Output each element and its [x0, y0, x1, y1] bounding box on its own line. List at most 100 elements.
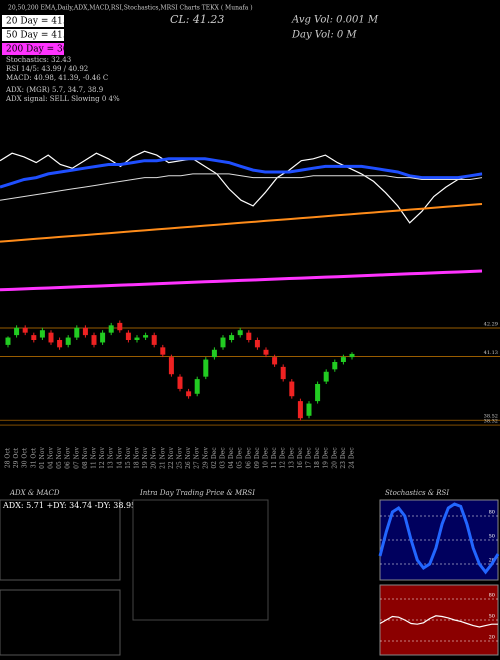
candle-body — [5, 337, 11, 345]
x-tick-label: 27 Nov — [194, 446, 201, 468]
candle-body — [349, 353, 355, 358]
candle-body — [306, 403, 312, 416]
legend-swatch — [2, 15, 64, 27]
x-tick-label: 09 Dec — [254, 447, 261, 469]
candle-body — [143, 335, 149, 338]
series-line — [0, 203, 483, 243]
legend-swatch — [2, 29, 64, 41]
candle-body — [246, 332, 252, 340]
y-tick-label: 38.32 — [484, 419, 498, 425]
series-line — [379, 615, 498, 628]
candle-body — [340, 357, 346, 362]
panel-background — [379, 584, 499, 656]
candle-body — [108, 325, 114, 333]
x-tick-label: 11 Nov — [91, 446, 98, 468]
candle-body — [280, 366, 286, 380]
candle-body — [31, 335, 37, 340]
x-tick-label: 10 Dec — [263, 447, 270, 469]
candle-body — [65, 337, 71, 345]
x-tick-label: 29 Nov — [202, 446, 209, 468]
x-tick-label: 29 Oct — [13, 447, 20, 468]
indicator: Stochastics: 32.43 — [6, 56, 71, 64]
x-tick-label: 12 Nov — [99, 446, 106, 468]
x-tick-label: 05 Dec — [237, 447, 244, 469]
adx-values: ADX: 5.71 +DY: 34.74 -DY: 38.95 — [2, 501, 136, 510]
candle-body — [134, 337, 140, 340]
candle-body — [39, 330, 45, 338]
x-tick-label: 22 Nov — [168, 446, 175, 468]
x-tick-label: 30 Oct — [22, 447, 29, 468]
series-line — [0, 150, 483, 224]
indicator: RSI 14/5: 43.99 / 40.92 — [6, 65, 88, 73]
candle-body — [14, 327, 20, 336]
x-tick-label: 25 Nov — [177, 446, 184, 468]
candle-body — [211, 349, 217, 358]
x-tick-label: 13 Dec — [288, 447, 295, 469]
x-tick-label: 18 Nov — [134, 446, 141, 468]
candle-body — [57, 340, 63, 348]
x-tick-label: 24 Dec — [349, 447, 356, 469]
y-tick-label: 50 — [489, 614, 495, 620]
candle-body — [332, 362, 338, 370]
y-tick-label: 41.13 — [484, 350, 498, 356]
candle-body — [177, 376, 183, 389]
x-tick-label: 26 Nov — [185, 446, 192, 468]
candle-body — [254, 340, 260, 348]
y-tick-label: 38.52 — [484, 414, 498, 420]
candle-body — [151, 335, 157, 345]
panel-frame — [0, 499, 121, 581]
candle-body — [203, 359, 209, 377]
candle-body — [168, 357, 174, 375]
y-tick-label: 20 — [489, 635, 495, 641]
x-tick-label: 20 Nov — [151, 446, 158, 468]
y-tick-label: 20 — [489, 558, 495, 564]
candle-body — [220, 337, 226, 348]
x-tick-label: 07 Nov — [73, 446, 80, 468]
legend-entry: 20 Day = 41.23 — [6, 17, 77, 27]
x-tick-label: 21 Nov — [159, 446, 166, 468]
close-price: CL: 41.23 — [170, 13, 224, 26]
x-tick-label: 06 Nov — [65, 446, 72, 468]
y-tick-label: 80 — [489, 593, 495, 599]
x-tick-label: 01 Nov — [39, 446, 46, 468]
x-tick-label: 17 Dec — [306, 447, 313, 469]
candle-body — [82, 327, 88, 336]
x-tick-label: 28 Oct — [5, 447, 12, 468]
candle-body — [48, 332, 54, 343]
x-tick-label: 19 Dec — [323, 447, 330, 469]
x-tick-label: 04 Dec — [228, 447, 235, 469]
avg-volume: Avg Vol: 0.001 M — [291, 15, 379, 26]
x-tick-label: 05 Nov — [56, 446, 63, 468]
indicator: ADX signal: SELL Slowing 0 4% — [5, 95, 120, 103]
series-line — [0, 173, 483, 201]
candle-body — [74, 327, 80, 338]
series-line — [0, 269, 483, 292]
x-tick-label: 14 Nov — [116, 446, 123, 468]
candle-body — [237, 330, 243, 336]
x-tick-label: 03 Dec — [220, 447, 227, 469]
day-volume: Day Vol: 0 M — [291, 30, 357, 41]
panel-title: ADX & MACD — [9, 489, 60, 497]
panel-title: Intra Day Trading Price & MRSI — [139, 489, 255, 497]
x-tick-label: 06 Dec — [245, 447, 252, 469]
candle-body — [272, 357, 278, 365]
panel-title: Stochastics & RSI — [385, 489, 449, 497]
indicator: ADX: (MGR) 5.7, 34.7, 38.9 — [5, 86, 103, 94]
y-tick-label: 50 — [489, 534, 495, 540]
legend-swatch — [2, 43, 64, 55]
x-tick-label: 18 Dec — [314, 447, 321, 469]
panel-frame — [0, 589, 121, 656]
x-tick-label: 31 Oct — [30, 447, 37, 468]
x-tick-label: 16 Dec — [297, 447, 304, 469]
series-line — [0, 157, 483, 189]
x-tick-label: 04 Nov — [48, 446, 55, 468]
candle-body — [160, 347, 166, 355]
candle-body — [315, 384, 321, 402]
x-tick-label: 12 Dec — [280, 447, 287, 469]
x-tick-label: 11 Dec — [271, 447, 278, 469]
x-tick-label: 20 Dec — [331, 447, 338, 469]
candle-body — [91, 335, 97, 345]
panel-frame — [132, 499, 269, 621]
candle-body — [263, 349, 269, 355]
candle-body — [289, 381, 295, 397]
